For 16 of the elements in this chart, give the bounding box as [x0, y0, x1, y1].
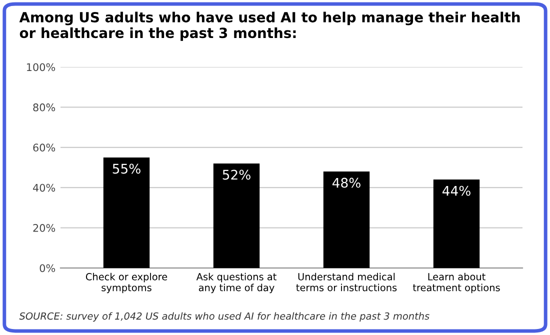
y-tick-label: 40% [32, 184, 56, 192]
chart-title: Among US adults who have used AI to help manage their health or healthcare in the past 3 months: [19, 12, 520, 41]
y-tick-label: 100% [27, 63, 56, 72]
data-label: 44% [442, 186, 470, 196]
x-tick-label: Ask questions at any time of day [196, 272, 276, 294]
y-tick-label: 60% [33, 144, 56, 152]
x-tick-label: Learn about treatment options [412, 272, 500, 294]
data-label: 55% [112, 164, 140, 174]
y-tick-label: 80% [33, 103, 56, 112]
y-tick-label: 0% [40, 264, 56, 272]
x-tick-label: Understand medical terms or instructions [296, 272, 397, 292]
data-label: 48% [332, 178, 360, 188]
data-label: 52% [222, 170, 250, 180]
y-tick-label: 20% [33, 224, 56, 232]
x-tick-label: Check or explore symptoms [86, 272, 168, 294]
source-note: SOURCE: survey of 1,042 US adults who used AI for healthcare in the past 3 months [19, 312, 430, 322]
